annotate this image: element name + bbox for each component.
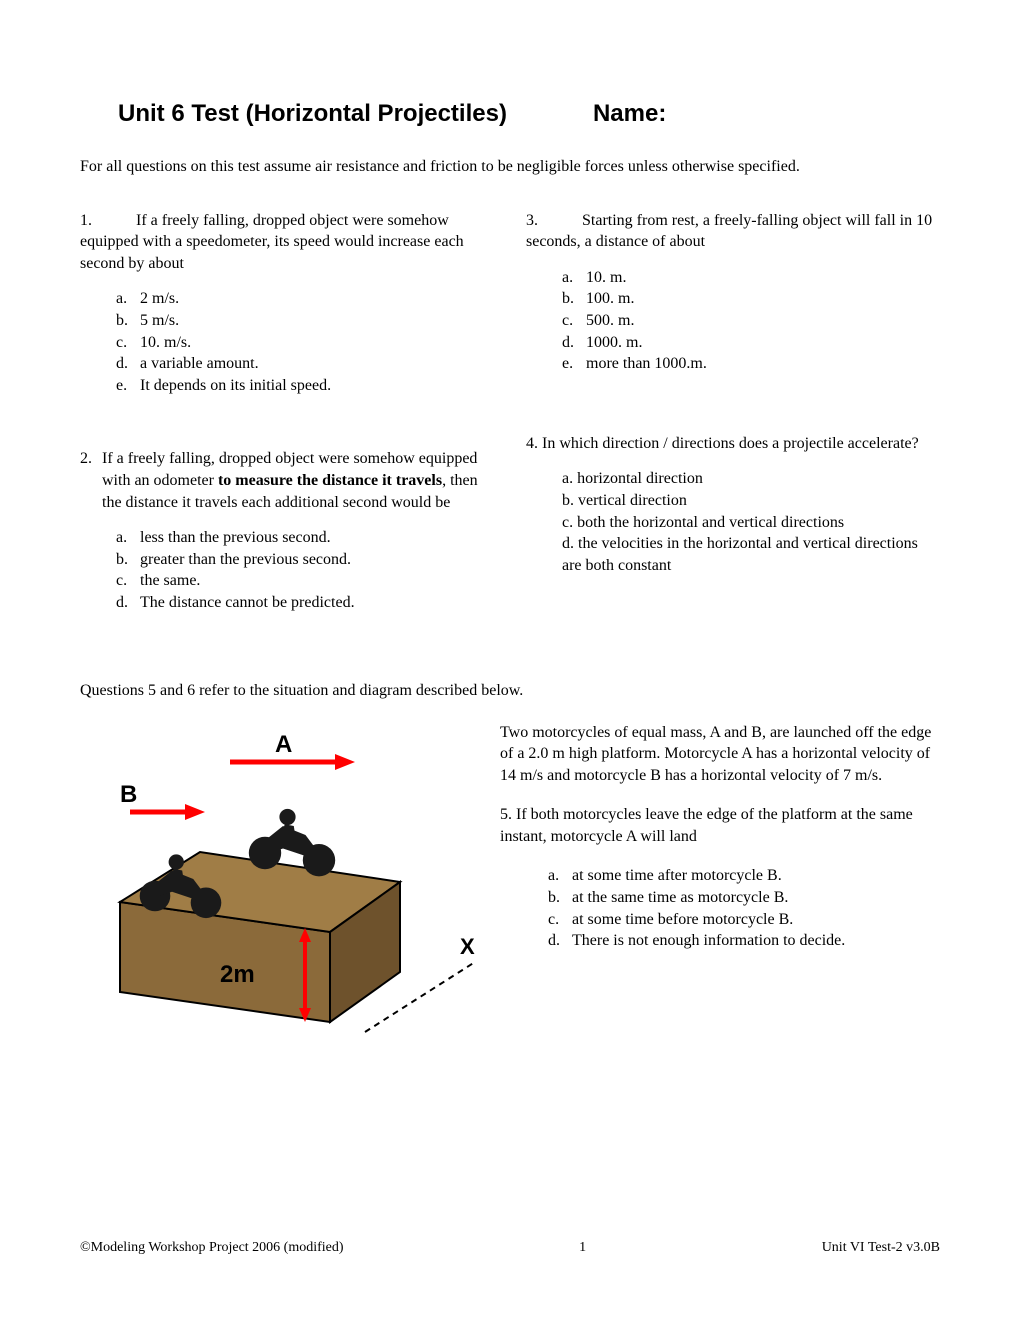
q5-opt-b: at the same time as motorcycle B. bbox=[572, 887, 788, 909]
arrow-b-head bbox=[185, 804, 205, 820]
name-label: Name: bbox=[593, 100, 666, 128]
q3-opt-c: 500. m. bbox=[586, 310, 634, 332]
q2-opt-b-label: b. bbox=[116, 549, 140, 571]
q3-text: 3.Starting from rest, a freely-falling o… bbox=[526, 210, 940, 253]
q1-num: 1. bbox=[80, 210, 136, 232]
diagram-svg: 2m A B bbox=[80, 722, 480, 1042]
q1-options: a.2 m/s. b.5 m/s. c.10. m/s. d.a variabl… bbox=[116, 288, 494, 396]
question-1: 1.If a freely falling, dropped object we… bbox=[80, 210, 494, 397]
right-column: 3.Starting from rest, a freely-falling o… bbox=[526, 210, 940, 650]
q5-options: a.at some time after motorcycle B. b.at … bbox=[548, 865, 940, 951]
q1-opt-a-label: a. bbox=[116, 288, 140, 310]
q2-opt-a-label: a. bbox=[116, 527, 140, 549]
q1-opt-d-label: d. bbox=[116, 353, 140, 375]
q5-opt-a: at some time after motorcycle B. bbox=[572, 865, 782, 887]
q4-body: In which direction / directions does a p… bbox=[542, 435, 919, 452]
footer-left: ©Modeling Workshop Project 2006 (modifie… bbox=[80, 1240, 344, 1256]
height-label: 2m bbox=[220, 961, 255, 988]
q2-opt-d: The distance cannot be predicted. bbox=[140, 592, 355, 614]
q1-opt-a: 2 m/s. bbox=[140, 288, 179, 310]
q2-opt-c-label: c. bbox=[116, 570, 140, 592]
q3-opt-b-label: b. bbox=[562, 288, 586, 310]
q1-opt-e: It depends on its initial speed. bbox=[140, 375, 331, 397]
arrow-a-head bbox=[335, 754, 355, 770]
q1-opt-c: 10. m/s. bbox=[140, 332, 191, 354]
footer: ©Modeling Workshop Project 2006 (modifie… bbox=[80, 1240, 940, 1256]
q4-num: 4. bbox=[526, 435, 538, 452]
q1-opt-c-label: c. bbox=[116, 332, 140, 354]
diagram: 2m A B bbox=[80, 722, 480, 1047]
q1-opt-b: 5 m/s. bbox=[140, 310, 179, 332]
q2-opt-a: less than the previous second. bbox=[140, 527, 331, 549]
q4-opt-c: c. both the horizontal and vertical dire… bbox=[562, 512, 940, 534]
q4-opt-a: a. horizontal direction bbox=[562, 468, 940, 490]
q3-opt-d: 1000. m. bbox=[586, 332, 642, 354]
q4-text: 4. In which direction / directions does … bbox=[526, 433, 940, 455]
q4-options: a. horizontal direction b. vertical dire… bbox=[562, 468, 940, 576]
q2-opt-c: the same. bbox=[140, 570, 200, 592]
q3-options: a.10. m. b.100. m. c.500. m. d.1000. m. … bbox=[562, 267, 940, 375]
q2-opt-d-label: d. bbox=[116, 592, 140, 614]
q4-opt-b: b. vertical direction bbox=[562, 490, 940, 512]
q1-opt-d: a variable amount. bbox=[140, 353, 259, 375]
q2-text-bold: to measure the distance it travels bbox=[218, 472, 442, 489]
question-3: 3.Starting from rest, a freely-falling o… bbox=[526, 210, 940, 375]
q3-opt-e-label: e. bbox=[562, 353, 586, 375]
q1-opt-b-label: b. bbox=[116, 310, 140, 332]
questions-columns: 1.If a freely falling, dropped object we… bbox=[80, 210, 940, 650]
page-title: Unit 6 Test (Horizontal Projectiles) bbox=[118, 100, 507, 128]
footer-right: Unit VI Test-2 v3.0B bbox=[822, 1240, 940, 1256]
q3-opt-a-label: a. bbox=[562, 267, 586, 289]
q3-opt-d-label: d. bbox=[562, 332, 586, 354]
q5-opt-c: at some time before motorcycle B. bbox=[572, 909, 793, 931]
q1-body: If a freely falling, dropped object were… bbox=[80, 212, 464, 272]
context-column: Two motorcycles of equal mass, A and B, … bbox=[500, 722, 940, 1047]
q2-text: 2. If a freely falling, dropped object w… bbox=[80, 448, 494, 513]
q2-opt-b: greater than the previous second. bbox=[140, 549, 351, 571]
q4-opt-d: d. the velocities in the horizontal and … bbox=[562, 533, 940, 576]
question-2: 2. If a freely falling, dropped object w… bbox=[80, 448, 494, 613]
q5-opt-b-label: b. bbox=[548, 887, 572, 909]
q5-opt-c-label: c. bbox=[548, 909, 572, 931]
context-text: Two motorcycles of equal mass, A and B, … bbox=[500, 722, 940, 787]
diagram-row: 2m A B bbox=[80, 722, 940, 1047]
q5-opt-a-label: a. bbox=[548, 865, 572, 887]
label-x: X bbox=[460, 934, 475, 959]
label-a: A bbox=[275, 731, 292, 758]
q5-opt-d: There is not enough information to decid… bbox=[572, 930, 845, 952]
q2-body: If a freely falling, dropped object were… bbox=[102, 448, 494, 513]
footer-page-number: 1 bbox=[579, 1240, 586, 1256]
title-row: Unit 6 Test (Horizontal Projectiles) Nam… bbox=[118, 100, 940, 128]
label-b: B bbox=[120, 781, 137, 808]
q1-text: 1.If a freely falling, dropped object we… bbox=[80, 210, 494, 275]
q2-num: 2. bbox=[80, 448, 102, 513]
q3-opt-e: more than 1000.m. bbox=[586, 353, 707, 375]
q5-text: 5. If both motorcycles leave the edge of… bbox=[500, 804, 940, 847]
intro-text: For all questions on this test assume ai… bbox=[80, 156, 940, 178]
section-5-6-intro: Questions 5 and 6 refer to the situation… bbox=[80, 682, 940, 700]
q1-opt-e-label: e. bbox=[116, 375, 140, 397]
q5-opt-d-label: d. bbox=[548, 930, 572, 952]
q2-options: a.less than the previous second. b.great… bbox=[116, 527, 494, 613]
left-column: 1.If a freely falling, dropped object we… bbox=[80, 210, 494, 650]
q3-body: Starting from rest, a freely-falling obj… bbox=[526, 212, 932, 251]
q3-opt-b: 100. m. bbox=[586, 288, 634, 310]
q3-opt-c-label: c. bbox=[562, 310, 586, 332]
question-4: 4. In which direction / directions does … bbox=[526, 433, 940, 577]
q3-opt-a: 10. m. bbox=[586, 267, 626, 289]
q3-num: 3. bbox=[526, 210, 582, 232]
